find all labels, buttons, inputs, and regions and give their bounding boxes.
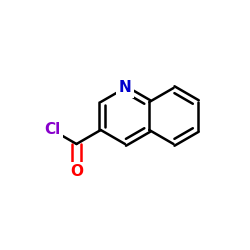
Text: O: O — [70, 164, 83, 180]
Text: Cl: Cl — [44, 122, 60, 138]
Text: N: N — [119, 80, 132, 96]
